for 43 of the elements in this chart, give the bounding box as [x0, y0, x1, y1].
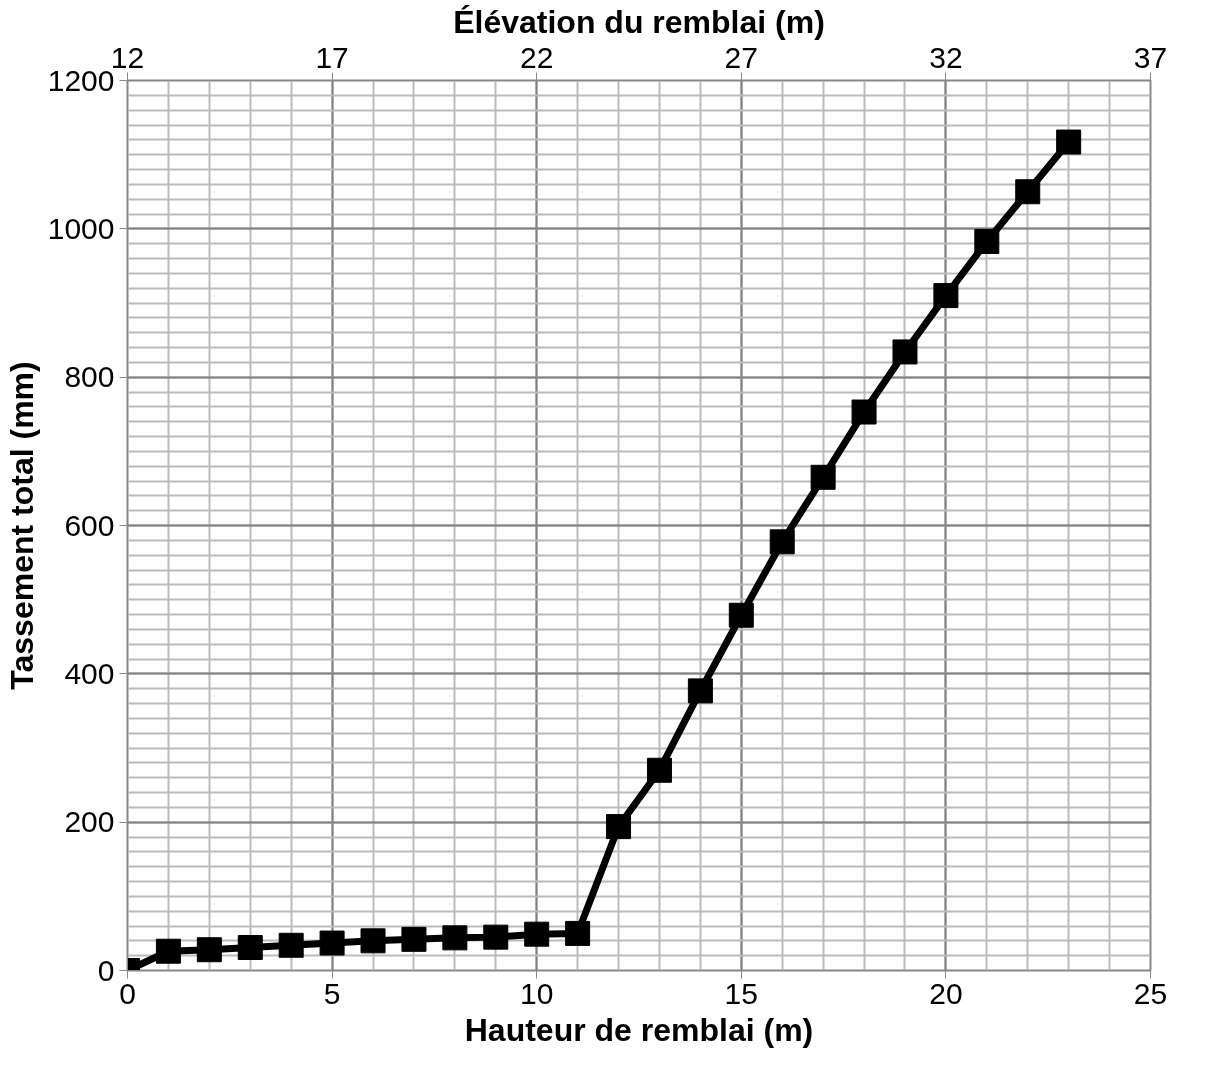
point	[565, 920, 591, 946]
y-tick-label: 800	[64, 360, 115, 394]
x-axis-title: Hauteur de remblai (m)	[464, 1011, 814, 1048]
point	[401, 926, 427, 952]
point	[810, 464, 836, 490]
x-tick-label: 15	[724, 976, 758, 1010]
point	[606, 814, 632, 840]
point	[196, 937, 222, 963]
point	[524, 921, 550, 947]
x-tick-label: 10	[520, 976, 554, 1010]
point	[360, 928, 386, 954]
x-tick-label: 20	[929, 976, 963, 1010]
point	[1056, 129, 1082, 155]
point	[278, 932, 304, 958]
point	[237, 935, 263, 961]
x2-tick-label: 32	[929, 40, 963, 74]
x2-tick-label: 22	[520, 40, 554, 74]
x-tick-label: 25	[1133, 976, 1168, 1010]
point	[851, 399, 877, 425]
point	[1015, 179, 1041, 205]
point	[483, 924, 509, 950]
point	[646, 757, 672, 783]
y-tick-label: 0	[97, 953, 115, 987]
point	[892, 339, 918, 365]
y-tick-label: 1000	[47, 211, 115, 245]
point	[769, 529, 795, 555]
x-tick-label: 5	[323, 976, 341, 1010]
y-tick-label: 600	[64, 508, 115, 542]
point	[728, 602, 754, 628]
x2-tick-label: 17	[315, 40, 349, 74]
x2-tick-label: 27	[724, 40, 758, 74]
point	[442, 925, 468, 951]
point	[933, 283, 959, 309]
x2-tick-label: 37	[1133, 40, 1168, 74]
point	[974, 228, 1000, 254]
point	[319, 930, 345, 956]
x2-axis-title: Élévation du remblai (m)	[453, 3, 825, 40]
y-tick-label: 400	[64, 656, 115, 690]
point	[155, 938, 181, 964]
x-tick-label: 0	[119, 976, 136, 1010]
y-axis-title: Tassement total (mm)	[3, 361, 40, 690]
point	[687, 678, 713, 704]
y-tick-label: 200	[64, 805, 115, 839]
